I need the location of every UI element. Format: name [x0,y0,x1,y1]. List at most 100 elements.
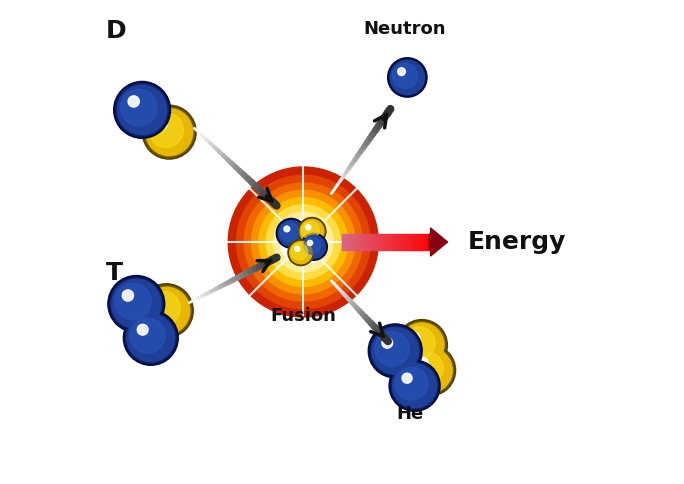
Circle shape [375,332,409,366]
Circle shape [146,109,193,155]
Circle shape [266,205,341,279]
Circle shape [140,284,193,337]
Polygon shape [417,234,419,250]
Polygon shape [342,234,345,250]
Circle shape [302,222,319,239]
Circle shape [284,226,290,232]
Circle shape [402,327,435,360]
Polygon shape [363,234,366,250]
Circle shape [393,63,418,89]
Polygon shape [345,234,348,250]
Polygon shape [348,234,351,250]
Circle shape [408,348,452,393]
Circle shape [300,219,324,243]
Circle shape [280,219,326,265]
Circle shape [391,60,424,94]
Circle shape [237,175,370,309]
Circle shape [228,167,378,317]
Circle shape [276,219,306,248]
Circle shape [124,311,178,365]
Circle shape [115,284,151,320]
Circle shape [369,324,422,378]
Circle shape [382,338,393,348]
Circle shape [244,183,363,301]
Circle shape [389,361,440,411]
Circle shape [399,323,444,367]
Polygon shape [425,234,429,250]
Circle shape [114,82,170,138]
Circle shape [288,240,313,265]
Polygon shape [423,234,425,250]
Circle shape [393,363,437,408]
Circle shape [259,197,347,287]
Circle shape [410,352,443,385]
Polygon shape [357,234,360,250]
Circle shape [291,243,308,260]
Polygon shape [372,234,375,250]
Polygon shape [410,234,414,250]
Text: Energy: Energy [468,230,566,254]
Circle shape [118,85,167,135]
Polygon shape [354,234,357,250]
Circle shape [395,367,428,400]
Circle shape [298,218,326,245]
Text: Neutron: Neutron [364,20,446,38]
Polygon shape [390,234,393,250]
Text: Fusion: Fusion [270,306,337,325]
Circle shape [111,279,161,329]
Circle shape [274,212,333,272]
Polygon shape [405,234,408,250]
Circle shape [295,246,300,251]
Polygon shape [378,234,381,250]
Circle shape [302,235,326,258]
FancyArrow shape [429,228,447,256]
Circle shape [278,221,304,246]
Polygon shape [429,234,432,250]
Circle shape [410,333,420,343]
Polygon shape [381,234,384,250]
Circle shape [137,324,148,335]
Circle shape [372,328,419,374]
Circle shape [388,58,427,97]
Circle shape [122,290,133,301]
Polygon shape [408,234,410,250]
Circle shape [142,106,196,159]
Circle shape [405,345,456,395]
Polygon shape [402,234,405,250]
Circle shape [301,234,327,260]
Circle shape [130,318,165,353]
Circle shape [148,113,183,147]
Polygon shape [419,234,423,250]
Polygon shape [375,234,378,250]
Circle shape [418,358,428,368]
Circle shape [290,242,312,264]
Circle shape [280,223,299,242]
Polygon shape [399,234,402,250]
Polygon shape [366,234,369,250]
Polygon shape [393,234,396,250]
Circle shape [146,291,181,326]
Polygon shape [386,234,390,250]
Text: D: D [106,19,127,44]
Polygon shape [384,234,386,250]
Text: T: T [106,261,123,286]
Circle shape [307,241,313,245]
Circle shape [127,314,174,362]
Circle shape [304,237,321,254]
Polygon shape [396,234,399,250]
Circle shape [143,287,189,334]
Circle shape [402,373,412,383]
Circle shape [397,320,447,370]
Circle shape [397,68,406,76]
Polygon shape [369,234,372,250]
Polygon shape [414,234,417,250]
Circle shape [153,297,164,308]
Circle shape [120,90,157,126]
Circle shape [252,190,355,294]
Polygon shape [351,234,354,250]
Polygon shape [360,234,363,250]
Circle shape [157,119,167,130]
Circle shape [108,276,164,332]
Text: He: He [396,405,423,423]
Circle shape [306,225,311,230]
